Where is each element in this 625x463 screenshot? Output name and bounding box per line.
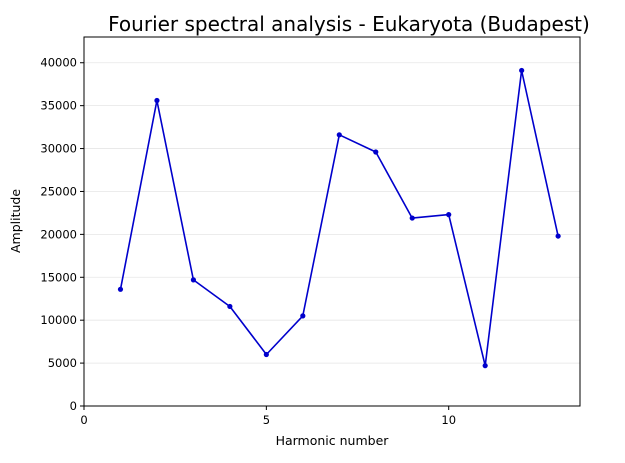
x-tick-label: 10 [441,413,456,427]
data-point [336,132,342,138]
x-axis-label: Harmonic number [276,433,390,448]
series-layer [117,67,561,369]
data-point [409,215,415,221]
y-axis-label: Amplitude [8,189,23,253]
data-point [555,233,561,239]
y-tick-label: 15000 [40,270,77,284]
data-point [190,277,197,283]
y-tick-label: 30000 [40,142,77,156]
data-point [373,149,379,155]
y-tick-label: 35000 [40,99,77,113]
data-point [154,97,160,104]
chart-title: Fourier spectral analysis - Eukaryota (B… [108,12,590,36]
y-tick-label: 0 [70,399,77,413]
data-point [446,212,452,218]
data-point [263,351,269,358]
data-point [227,303,233,310]
y-tick-label: 20000 [40,227,77,241]
y-tick-label: 40000 [40,56,77,70]
data-point [482,363,488,369]
plot-area-frame [83,36,581,407]
y-tick-label: 5000 [48,356,77,370]
x-tick-label: 0 [80,413,87,427]
y-tick-label: 25000 [40,184,77,198]
data-point [300,313,306,319]
data-point [519,67,525,74]
y-tick-label: 10000 [40,313,77,327]
x-tick-label: 5 [263,413,270,427]
data-point [117,286,124,292]
axes: 0 5000 10000 15000 20000 25000 30000 35000 40000… [40,56,456,427]
